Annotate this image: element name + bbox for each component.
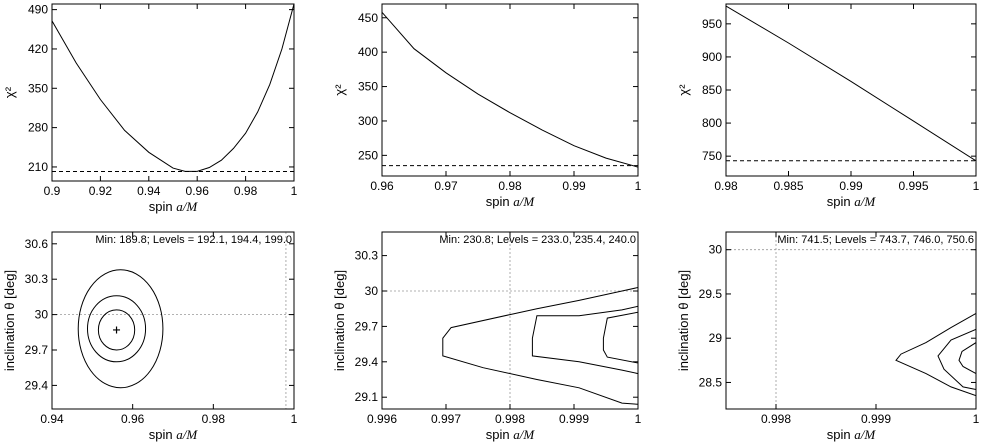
plot-frame <box>725 231 977 410</box>
y-axis-label: χ² <box>676 84 691 96</box>
y-tick-label: 29.4 <box>355 355 379 369</box>
y-tick-label: 29.4 <box>25 378 49 392</box>
x-tick-label: 0.9 <box>44 184 61 198</box>
panel-1: 0.9 0.92 0.94 0.96 0.98 1 210 280 350 420 490 spin … <box>2 3 298 214</box>
x-tick-label: 0.96 <box>370 179 394 193</box>
y-tick-label: 420 <box>28 42 48 56</box>
y-tick-label: 450 <box>358 11 378 25</box>
contour-level-199 <box>77 269 164 389</box>
x-tick-label: 0.98 <box>202 412 226 426</box>
x-tick-label: 1 <box>973 179 980 193</box>
panel-4: 0.94 0.96 0.98 1 29.4 29.7 30 30.3 30.6 spin a/M i… <box>2 231 298 442</box>
x-tick-label: 0.985 <box>773 179 803 193</box>
contour-level-235.4 <box>531 305 638 375</box>
y-tick-label: 850 <box>702 83 722 97</box>
plot-frame <box>725 3 977 177</box>
chi2-curve <box>726 5 976 162</box>
contour-level-194.4 <box>86 295 147 363</box>
x-tick-label: 0.995 <box>898 179 928 193</box>
y-tick-label: 29.7 <box>25 343 49 357</box>
panel-6: 0.998 0.999 1 28.5 29 29.5 30 spin a/M inclinati… <box>676 231 980 442</box>
x-tick-label: 0.998 <box>495 412 525 426</box>
y-axis-label: inclination θ [deg] <box>676 270 691 371</box>
x-tick-label: 0.98 <box>234 184 258 198</box>
x-tick-label: 0.97 <box>434 179 458 193</box>
x-tick-label: 1 <box>635 179 642 193</box>
x-tick-label: 0.99 <box>562 179 586 193</box>
x-tick-label: 0.96 <box>121 412 145 426</box>
x-tick-label: 1 <box>635 412 642 426</box>
chi2-curve <box>52 4 294 172</box>
y-tick-label: 30.3 <box>25 272 49 286</box>
x-axis-label: spin a/M <box>827 427 877 442</box>
y-tick-label: 400 <box>358 45 378 59</box>
y-tick-label: 250 <box>358 148 378 162</box>
panel-3: 0.98 0.985 0.99 0.995 1 750 800 850 900 950 spin a… <box>676 3 980 209</box>
contour-levels-annotation: Min: 230.8; Levels = 233.0, 235.4, 240.0 <box>439 234 636 246</box>
x-tick-label: 1 <box>291 184 298 198</box>
y-tick-label: 28.5 <box>699 375 723 389</box>
panel-5: 0.996 0.997 0.998 0.999 1 29.1 29.4 29.7 30 30.3 s… <box>332 231 642 442</box>
contour-levels-annotation: Min: 741.5; Levels = 743.7, 746.0, 750.6 <box>777 234 974 246</box>
y-tick-label: 280 <box>28 121 48 135</box>
x-tick-label: 0.94 <box>40 412 64 426</box>
y-axis-label: inclination θ [deg] <box>332 270 347 371</box>
x-tick-label: 0.92 <box>89 184 113 198</box>
y-tick-label: 950 <box>702 17 722 31</box>
y-tick-label: 490 <box>28 3 48 17</box>
y-axis-label: inclination θ [deg] <box>2 270 17 371</box>
plot-frame <box>381 3 639 177</box>
y-tick-label: 350 <box>358 80 378 94</box>
y-tick-label: 30.6 <box>25 237 49 251</box>
y-tick-label: 29.5 <box>699 287 723 301</box>
contour-level-743.7 <box>958 342 976 375</box>
x-axis-label: spin a/M <box>149 199 199 214</box>
chi2-curve <box>382 11 638 168</box>
contour-level-750.6 <box>895 312 976 397</box>
contour-level-233 <box>602 311 638 364</box>
x-axis-label: spin a/M <box>486 194 536 209</box>
plot-frame <box>51 231 295 410</box>
x-axis-label: spin a/M <box>486 427 536 442</box>
y-tick-label: 30 <box>35 308 49 322</box>
contour-level-240 <box>442 287 638 405</box>
x-tick-label: 0.98 <box>714 179 738 193</box>
x-tick-label: 0.98 <box>498 179 522 193</box>
y-tick-label: 210 <box>28 160 48 174</box>
y-tick-label: 30 <box>709 243 723 257</box>
x-tick-label: 0.999 <box>559 412 589 426</box>
x-tick-label: 1 <box>291 412 298 426</box>
y-axis-label: χ² <box>2 86 17 98</box>
contour-level-192.1 <box>97 309 136 351</box>
y-tick-label: 900 <box>702 50 722 64</box>
contour-level-746 <box>937 328 976 390</box>
minimum-marker <box>113 326 121 334</box>
y-tick-label: 30 <box>365 284 379 298</box>
y-tick-label: 300 <box>358 114 378 128</box>
contour-levels-annotation: Min: 189.8; Levels = 192.1, 194.4, 199.0 <box>95 234 292 246</box>
plot-frame <box>51 3 295 182</box>
y-tick-label: 800 <box>702 116 722 130</box>
y-tick-label: 29.7 <box>355 319 379 333</box>
y-tick-label: 29.1 <box>355 390 379 404</box>
y-axis-label: χ² <box>332 84 347 96</box>
x-tick-label: 0.94 <box>137 184 161 198</box>
x-tick-label: 0.996 <box>367 412 397 426</box>
x-tick-label: 0.997 <box>431 412 461 426</box>
x-tick-label: 0.99 <box>839 179 863 193</box>
x-tick-label: 1 <box>973 412 980 426</box>
panel-2: 0.96 0.97 0.98 0.99 1 250 300 350 400 450 spin a/M… <box>332 3 642 209</box>
x-axis-label: spin a/M <box>149 427 199 442</box>
y-tick-label: 750 <box>702 149 722 163</box>
y-tick-label: 350 <box>28 81 48 95</box>
x-tick-label: 0.999 <box>861 412 891 426</box>
x-tick-label: 0.998 <box>761 412 791 426</box>
y-tick-label: 29 <box>709 331 723 345</box>
x-tick-label: 0.96 <box>186 184 210 198</box>
y-tick-label: 30.3 <box>355 249 379 263</box>
x-axis-label: spin a/M <box>827 194 877 209</box>
